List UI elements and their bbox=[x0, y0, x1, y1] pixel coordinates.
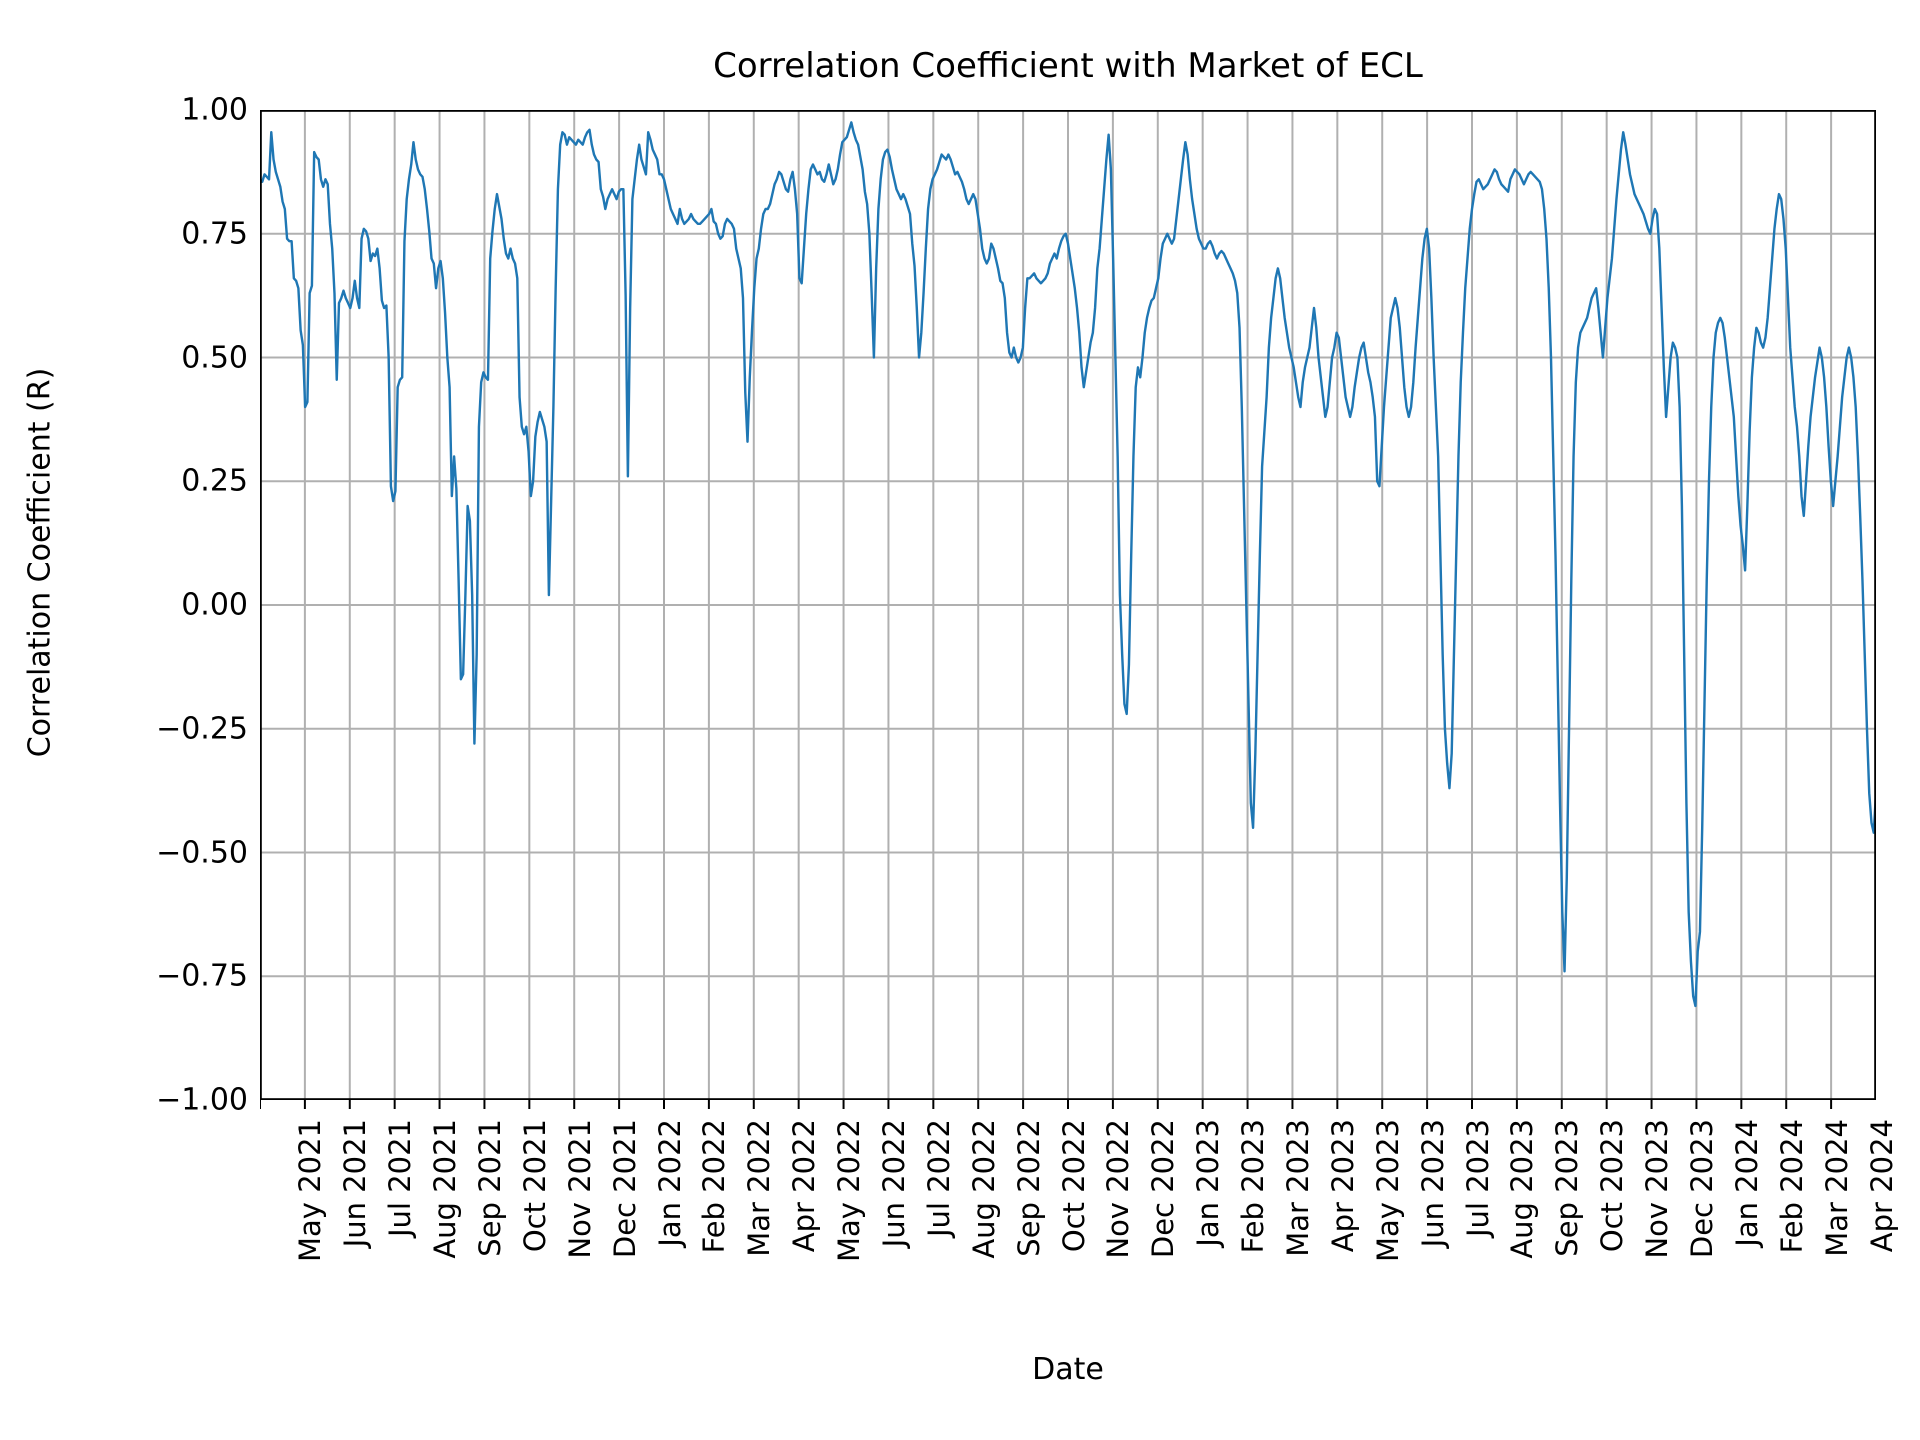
x-tick-label: Apr 2022 bbox=[787, 1119, 822, 1253]
y-axis-label: Correlation Coefficient (R) bbox=[22, 367, 58, 758]
x-tick-label: May 2022 bbox=[832, 1119, 867, 1262]
y-tick-label: 0.50 bbox=[181, 340, 248, 375]
x-tick-label: Apr 2024 bbox=[1864, 1119, 1899, 1253]
y-tick-label: −0.25 bbox=[156, 711, 248, 747]
x-tick-label: Feb 2022 bbox=[697, 1119, 732, 1254]
x-tick-label: Aug 2023 bbox=[1505, 1119, 1540, 1259]
plot-area bbox=[260, 110, 1876, 1109]
x-tick-label: Nov 2023 bbox=[1640, 1119, 1675, 1259]
x-tick-label: Jan 2024 bbox=[1729, 1119, 1764, 1247]
axes-frame bbox=[260, 110, 1876, 1101]
page-title: Correlation Coefficient with Market of E… bbox=[713, 46, 1423, 86]
x-tick-label: Jul 2023 bbox=[1460, 1119, 1495, 1238]
line-chart-canvas bbox=[260, 110, 1876, 1109]
x-tick-label: Oct 2023 bbox=[1595, 1119, 1630, 1253]
x-tick-label: Dec 2023 bbox=[1685, 1119, 1719, 1259]
x-tick-label: Jul 2021 bbox=[383, 1119, 418, 1238]
y-tick-label: −1.00 bbox=[156, 1082, 248, 1118]
x-tick-label: Jan 2023 bbox=[1191, 1119, 1226, 1247]
x-tick-label: Aug 2021 bbox=[428, 1119, 463, 1259]
x-tick-label: Oct 2021 bbox=[517, 1119, 552, 1253]
axis-ticks bbox=[260, 1100, 1833, 1109]
x-tick-label: Dec 2022 bbox=[1146, 1119, 1181, 1259]
x-tick-label: Mar 2024 bbox=[1819, 1119, 1854, 1257]
x-tick-label: Jun 2022 bbox=[877, 1119, 911, 1248]
x-axis-label: Date bbox=[1032, 1352, 1104, 1387]
x-tick-label: Oct 2022 bbox=[1056, 1119, 1091, 1253]
x-tick-label: Feb 2024 bbox=[1774, 1119, 1809, 1254]
x-tick-label: Jul 2022 bbox=[921, 1119, 956, 1238]
data-series-line bbox=[260, 121, 1876, 1008]
y-tick-label: −0.50 bbox=[156, 835, 248, 870]
x-tick-label: Sep 2021 bbox=[473, 1119, 507, 1257]
x-tick-label: Nov 2022 bbox=[1101, 1119, 1136, 1259]
y-tick-label: 0.25 bbox=[181, 463, 248, 499]
x-tick-label: Sep 2023 bbox=[1550, 1119, 1585, 1257]
y-tick-label: 1.00 bbox=[181, 92, 248, 128]
x-tick-label: Sep 2022 bbox=[1011, 1119, 1046, 1257]
x-tick-label: Nov 2021 bbox=[562, 1119, 597, 1259]
x-tick-label: Aug 2022 bbox=[966, 1119, 1001, 1259]
y-tick-label: 0.75 bbox=[181, 216, 248, 252]
gridlines bbox=[260, 110, 1876, 1100]
x-tick-label: Jun 2023 bbox=[1415, 1119, 1450, 1248]
x-tick-label: Mar 2022 bbox=[742, 1119, 777, 1257]
y-tick-label: 0.00 bbox=[181, 587, 248, 623]
x-tick-label: May 2023 bbox=[1370, 1119, 1405, 1262]
x-tick-label: Feb 2023 bbox=[1236, 1119, 1271, 1254]
x-tick-label: Dec 2021 bbox=[607, 1119, 642, 1259]
x-tick-label: Jan 2022 bbox=[652, 1119, 687, 1247]
y-tick-label: −0.75 bbox=[156, 958, 248, 994]
x-tick-label: May 2021 bbox=[293, 1119, 328, 1262]
x-tick-label: Apr 2023 bbox=[1325, 1119, 1360, 1253]
x-tick-label: Mar 2023 bbox=[1281, 1119, 1315, 1257]
x-tick-label: Jun 2021 bbox=[338, 1119, 373, 1248]
